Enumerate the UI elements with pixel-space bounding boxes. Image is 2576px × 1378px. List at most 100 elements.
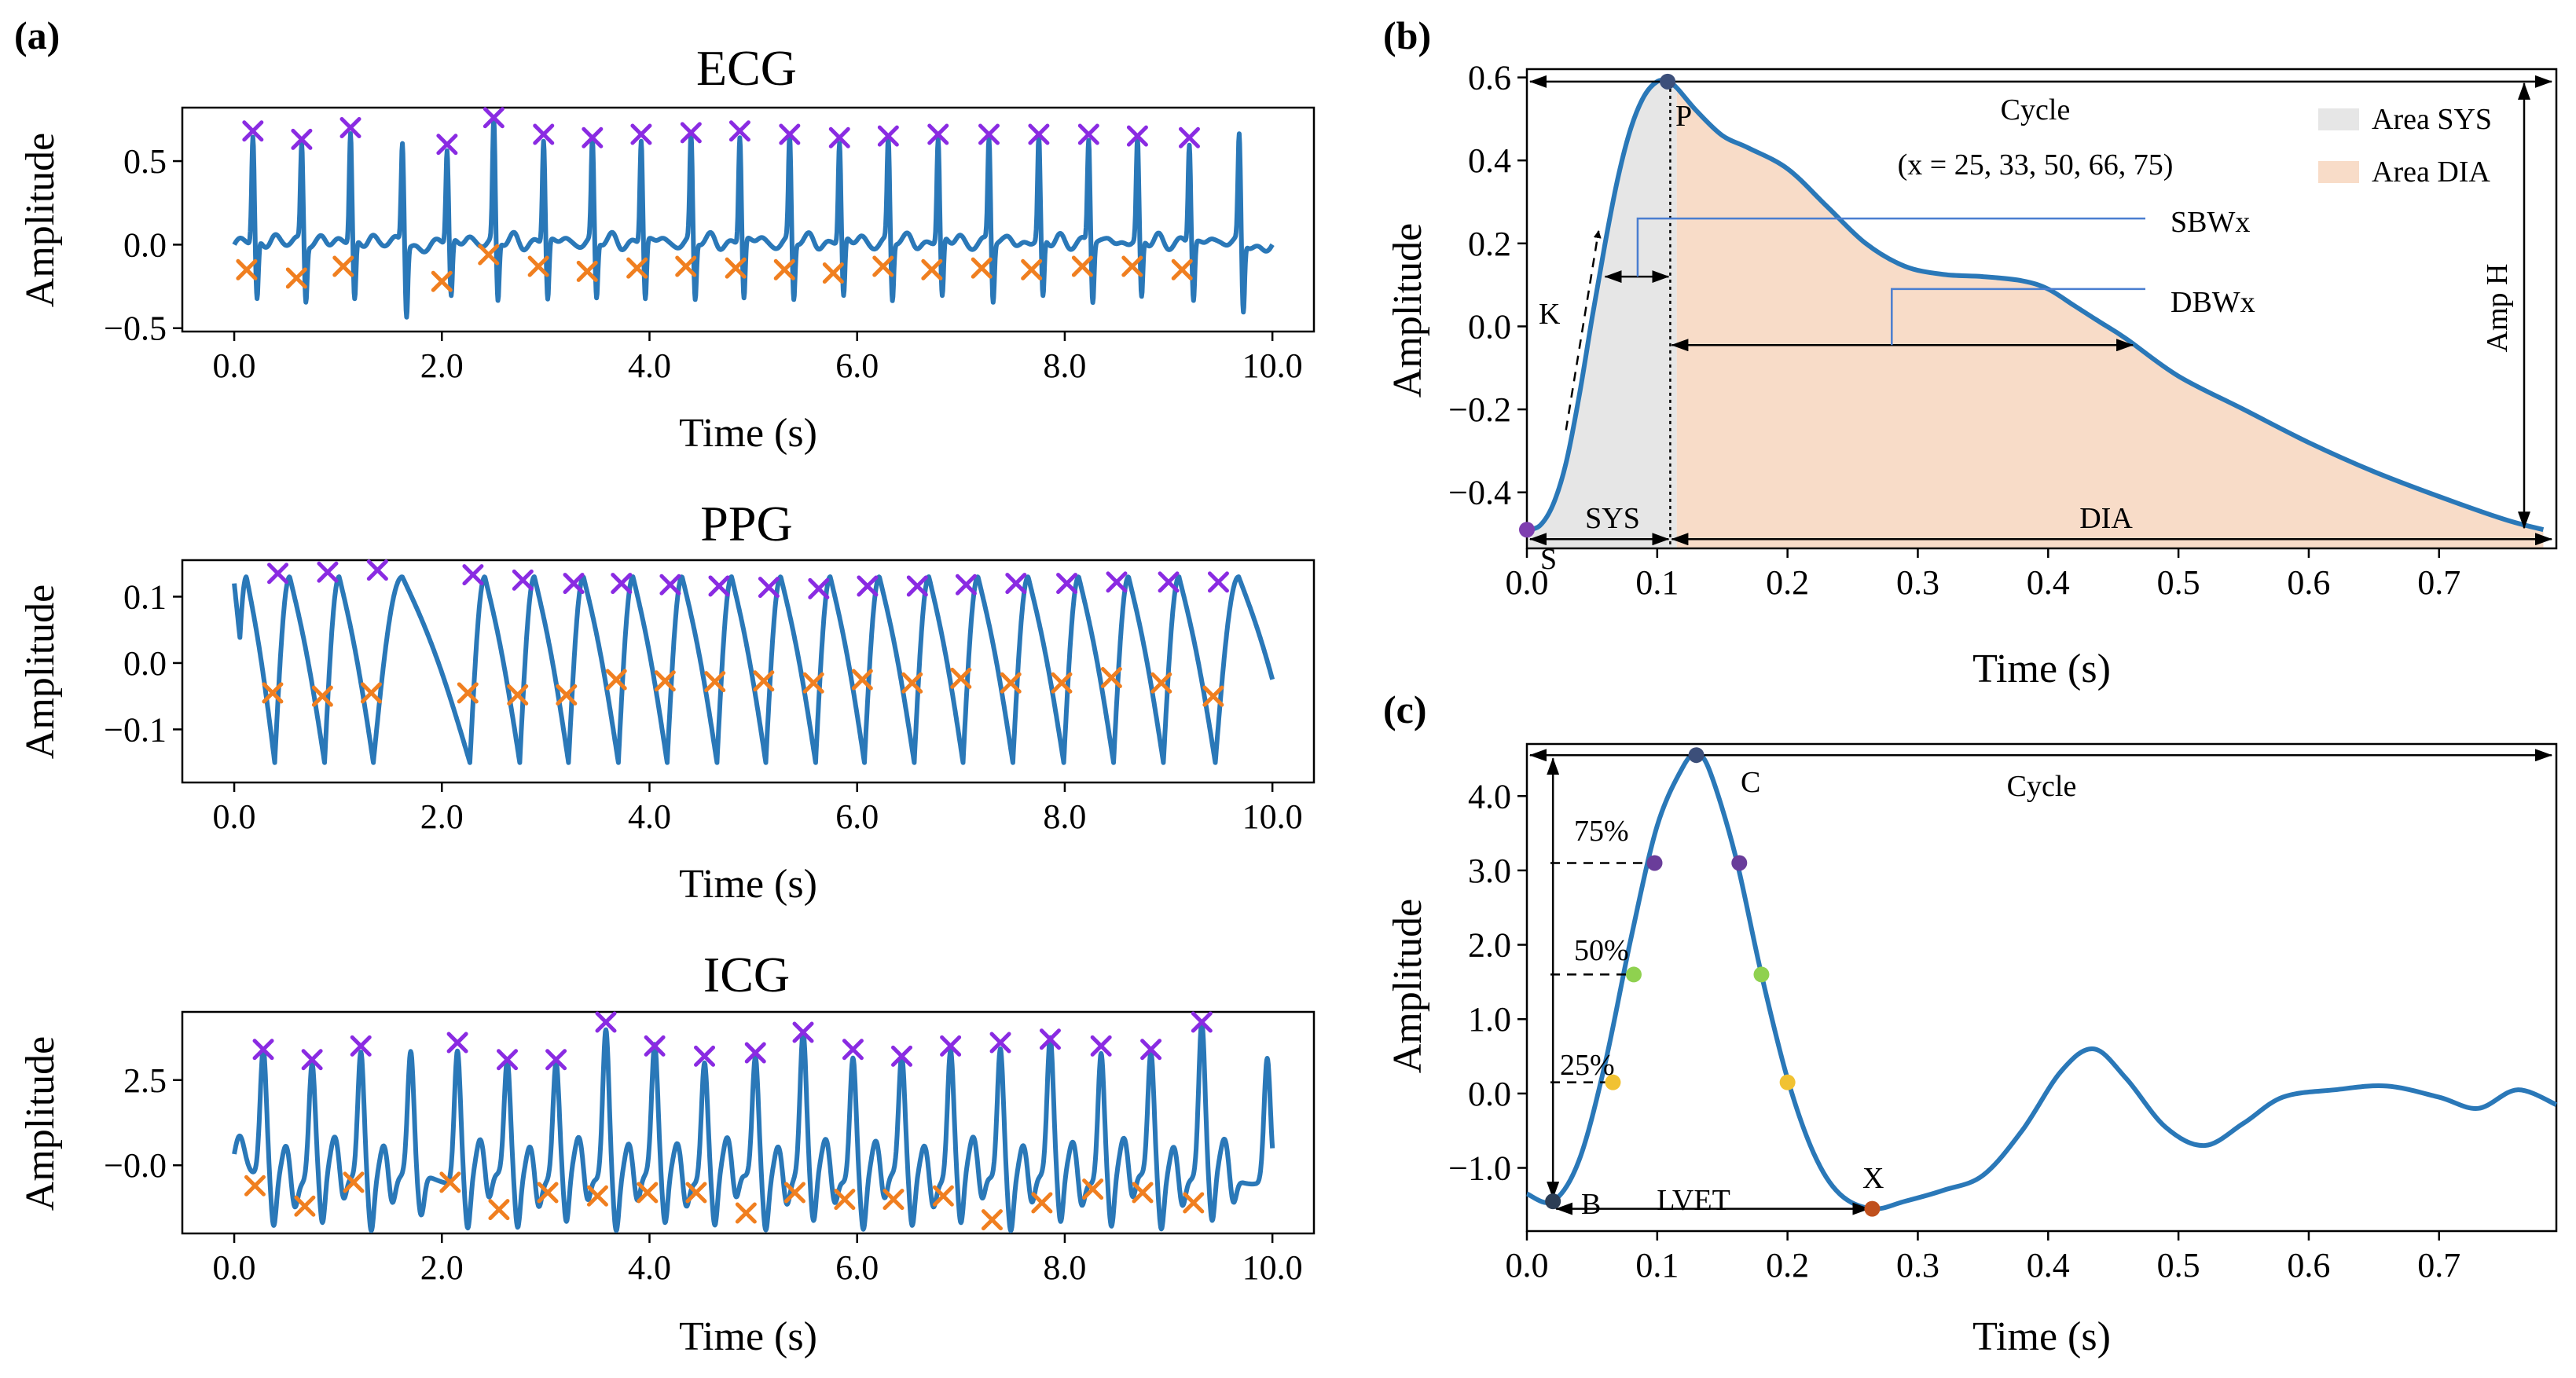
ecg-trough-marker (872, 255, 894, 277)
ecg-peak-marker (1077, 123, 1099, 145)
icg-peak-marker (301, 1049, 323, 1071)
point-50-fall (1753, 966, 1770, 983)
icg-cycle-ytick-label: 4.0 (1468, 777, 1511, 815)
icg-peak-marker (497, 1049, 519, 1071)
ecg-ticks: 0.0 2.0 4.0 6.0 8.0 10.0 −0.5 0.0 0.5 (104, 142, 1302, 385)
ppg-trough-marker (457, 682, 479, 704)
ecg-trough-marker (626, 257, 648, 279)
icg-xlabel: Time (s) (679, 1314, 817, 1359)
icg-trough-marker (932, 1185, 954, 1207)
icg-xtick-label: 2.0 (420, 1248, 464, 1287)
icg-frame (181, 1010, 1316, 1235)
ecg-trough-marker (576, 260, 598, 282)
icg-peak-marker (842, 1039, 864, 1061)
icg-trough-marker (834, 1189, 856, 1211)
icg-trough-marker (685, 1182, 707, 1204)
point-X (1864, 1200, 1881, 1217)
icg-cycle-ytick-label: 3.0 (1468, 852, 1511, 890)
ecg-trough-marker (285, 267, 307, 289)
ecg-peak-marker (339, 117, 361, 139)
point-C (1688, 747, 1704, 764)
label-cycle-c: Cycle (2007, 770, 2077, 803)
icg-cycle-xtick-label: 0.4 (2027, 1246, 2070, 1285)
icg-trough-marker (1132, 1182, 1154, 1204)
ecg-peak-marker (1028, 123, 1050, 145)
ecg-ytick-label: −0.5 (104, 310, 167, 348)
ppg-title: PPG (700, 496, 792, 552)
ppg-cycle-ytick-label: 0.6 (1468, 59, 1511, 97)
ecg-markers (236, 107, 1200, 292)
icg-peak-marker (891, 1045, 913, 1067)
icg-peak-marker (1191, 1011, 1213, 1033)
ppg-peak-marker (808, 577, 830, 599)
ppg-ytick-label: 0.0 (123, 644, 167, 683)
ppg-peak-marker (563, 573, 585, 595)
icg-trough-marker (537, 1182, 559, 1204)
ecg-trough-marker (675, 255, 697, 277)
ppg-cycle-xtick-label: 0.4 (2027, 563, 2070, 602)
ppg-peak-marker (366, 559, 388, 581)
icg-xtick-label: 4.0 (628, 1248, 671, 1287)
panel-label-c: (c) (1383, 687, 1427, 731)
ppg-peak-marker (1207, 571, 1229, 593)
ecg-line (232, 115, 1275, 320)
icg-trough-marker (783, 1182, 805, 1204)
icg-trough-marker (981, 1209, 1003, 1231)
icg-peak-marker (1039, 1028, 1061, 1050)
ecg-ytick-label: 0.5 (123, 142, 167, 181)
ppg-cycle-xtick-label: 0.1 (1635, 563, 1679, 602)
icg-markers (244, 1011, 1213, 1231)
ppg-trough-marker (507, 684, 529, 705)
peak-point-p (1660, 73, 1676, 90)
icg-ticks: 0.0 2.0 4.0 6.0 8.0 10.0 −0.0 2.5 (104, 1061, 1302, 1287)
icg-peak-marker (744, 1042, 766, 1064)
ppg-cycle-xtick-label: 0.3 (1896, 563, 1939, 602)
ppg-cycle-xtick-label: 0.7 (2417, 563, 2460, 602)
icg-trough-marker (294, 1195, 316, 1217)
icg-ytick-label: 2.5 (123, 1061, 167, 1100)
ppg-peak-marker (708, 575, 730, 597)
ecg-peak-marker (291, 128, 313, 150)
start-point-s (1519, 522, 1535, 538)
legend: Area SYS Area DIA (2318, 103, 2492, 189)
ecg-trough-marker (1071, 255, 1093, 277)
ppg-cycle-ytick-label: 0.2 (1468, 225, 1511, 263)
icg-trough-marker (586, 1185, 608, 1207)
icg-peak-marker (694, 1045, 716, 1067)
ppg-cycle-ytick-label: −0.4 (1448, 474, 1511, 512)
icg-title: ICG (703, 947, 790, 1002)
icg-cycle-ytick-label: −1.0 (1448, 1149, 1511, 1188)
icg-xtick-label: 6.0 (835, 1248, 879, 1287)
legend-swatch-dia (2318, 161, 2359, 183)
ppg-trough-marker (1202, 685, 1224, 707)
ppg-xtick-label: 6.0 (835, 797, 879, 836)
point-25-fall (1779, 1074, 1796, 1090)
ppg-cycle-ytick-label: 0.0 (1468, 307, 1511, 346)
ecg-trough-marker (822, 262, 844, 284)
ecg-peak-marker (978, 123, 1000, 145)
ppg-trough-marker (311, 685, 333, 707)
icg-peak-marker (792, 1021, 814, 1043)
ecg-peak-marker (877, 125, 899, 147)
icg-cycle-ytick-label: 0.0 (1468, 1075, 1511, 1113)
icg-line (232, 1020, 1275, 1233)
ppg-trough-marker (262, 682, 284, 704)
ppg-ytick-label: −0.1 (104, 710, 167, 749)
ppg-trough-marker (1051, 672, 1073, 694)
ppg-trough-marker (556, 684, 578, 705)
icg-cycle-xtick-label: 0.3 (1896, 1246, 1939, 1285)
label-dia: DIA (2079, 502, 2133, 535)
ecg-xtick-label: 8.0 (1043, 346, 1086, 385)
ecg-trough-marker (1121, 255, 1143, 277)
ppg-cycle-line (1526, 78, 2545, 533)
ppg-xtick-label: 10.0 (1242, 797, 1303, 836)
area-sys (1527, 80, 1677, 548)
ecg-trough-marker (921, 258, 943, 280)
ppg-cycle-ytick-label: −0.2 (1448, 390, 1511, 429)
ppg-markers (262, 559, 1229, 707)
label-k: K (1539, 298, 1561, 331)
label-75: 75% (1574, 815, 1629, 848)
icg-cycle-ytick-label: 2.0 (1468, 926, 1511, 965)
ppg-frame (181, 559, 1316, 784)
ecg-trough-marker (527, 255, 549, 277)
